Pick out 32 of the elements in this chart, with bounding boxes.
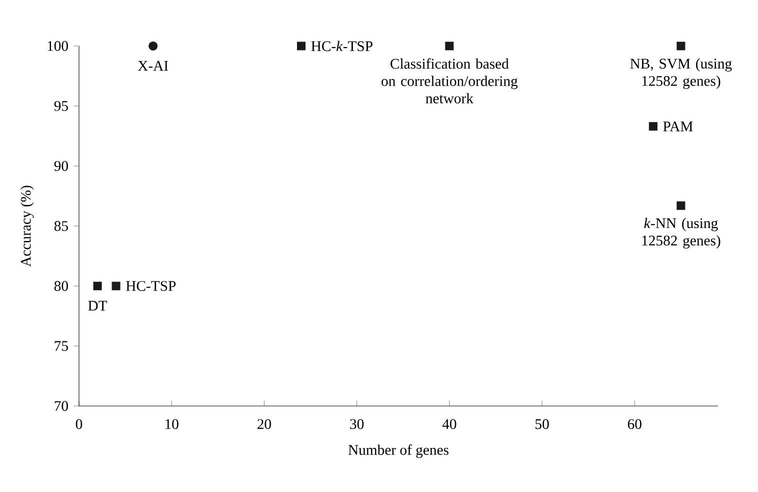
annotation: NB, SVM (using 12582 genes) bbox=[630, 58, 732, 89]
x-tick-label: 10 bbox=[166, 419, 178, 430]
point bbox=[93, 282, 102, 290]
point bbox=[676, 201, 686, 210]
y-tick-label: 100 bbox=[48, 41, 68, 51]
y-tick-label: 70 bbox=[54, 401, 68, 411]
x-tick-label: 60 bbox=[628, 419, 642, 430]
annotation: PAM bbox=[663, 122, 693, 132]
point bbox=[648, 122, 658, 131]
x-tick-label: 40 bbox=[442, 419, 456, 430]
y-tick-label: 95 bbox=[54, 101, 68, 111]
annotation: HC-k-TSP bbox=[311, 40, 372, 52]
x-tick-label: 20 bbox=[258, 419, 271, 430]
y-tick-label: 80 bbox=[54, 281, 68, 291]
y-axis-title: Accuracy (%) bbox=[20, 186, 34, 267]
y-tick-label: 85 bbox=[54, 221, 68, 231]
annotation: X-AI bbox=[138, 60, 168, 71]
annotation: k-NN (using 12582 genes) bbox=[642, 218, 720, 249]
annotation: DT bbox=[88, 300, 108, 311]
point bbox=[445, 42, 454, 50]
y-tick-label: 75 bbox=[54, 341, 68, 351]
point bbox=[148, 41, 158, 51]
annotation: Classification based on correlation/ordering network bbox=[382, 58, 518, 104]
y-tick-label: 90 bbox=[54, 161, 68, 171]
x-axis-title: Number of genes bbox=[348, 444, 448, 458]
x-tick-label: 30 bbox=[350, 419, 364, 430]
x-tick-label: 50 bbox=[536, 419, 549, 430]
point bbox=[676, 42, 686, 50]
annotation: HC-TSP bbox=[126, 281, 176, 291]
point bbox=[296, 42, 306, 50]
x-tick-label: 0 bbox=[76, 419, 82, 430]
point bbox=[112, 282, 120, 290]
